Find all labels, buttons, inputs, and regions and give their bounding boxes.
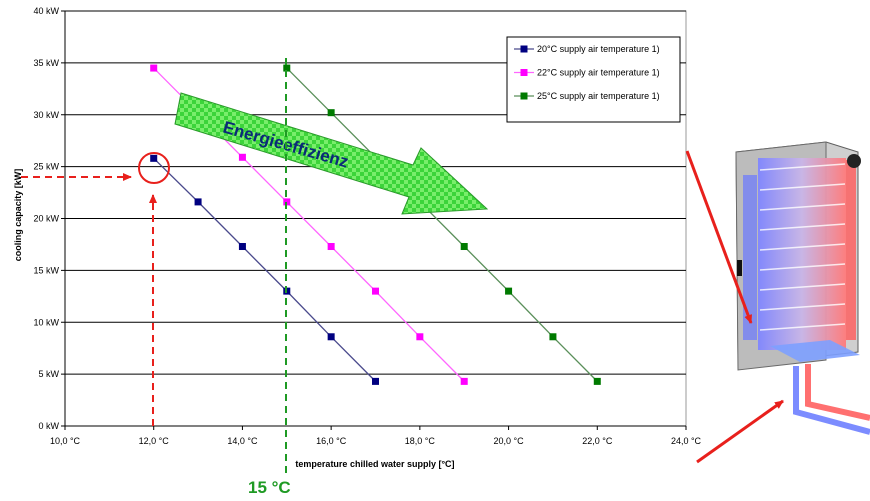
x-tick-label: 12,0 °C bbox=[139, 436, 170, 446]
x-tick-label: 14,0 °C bbox=[227, 436, 258, 446]
y-tick-label: 15 kW bbox=[33, 265, 59, 275]
x-tick-label: 18,0 °C bbox=[405, 436, 436, 446]
x-tick-label: 20,0 °C bbox=[494, 436, 525, 446]
legend-entry: 20°C supply air temperature 1) bbox=[537, 44, 660, 54]
data-point bbox=[460, 243, 468, 251]
legend: 20°C supply air temperature 1) 22°C suppl… bbox=[506, 36, 681, 123]
data-point bbox=[372, 287, 379, 295]
legend-swatch-marker bbox=[520, 92, 528, 100]
legend-swatch-marker bbox=[520, 45, 528, 53]
x-axis-title: temperature chilled water supply [°C] bbox=[295, 459, 454, 469]
legend-entry: 25°C supply air temperature 1) bbox=[537, 91, 660, 101]
series-line bbox=[153, 157, 376, 382]
x-tick-label: 24,0 °C bbox=[671, 436, 702, 446]
data-point bbox=[460, 377, 468, 385]
x-tick-label: 16,0 °C bbox=[316, 436, 347, 446]
data-point bbox=[150, 64, 158, 72]
y-tick-label: 35 kW bbox=[33, 58, 59, 68]
red-arrow-to-coil bbox=[685, 150, 753, 324]
axis-ticks: 0 kW 5 kW 10 kW 15 kW 20 kW 25 kW 30 kW 35 kW 40… bbox=[33, 6, 701, 446]
data-point bbox=[593, 377, 601, 385]
data-point bbox=[372, 377, 379, 385]
data-point bbox=[416, 333, 424, 341]
y-tick-label: 10 kW bbox=[33, 317, 59, 327]
y-tick-label: 30 kW bbox=[33, 110, 59, 120]
data-point bbox=[505, 287, 513, 295]
y-tick-label: 0 kW bbox=[38, 421, 59, 431]
data-point bbox=[150, 154, 158, 162]
data-point bbox=[327, 333, 335, 341]
x-tick-label: 22,0 °C bbox=[582, 436, 613, 446]
data-point bbox=[194, 198, 202, 206]
data-point bbox=[238, 243, 246, 251]
data-point bbox=[327, 243, 335, 251]
heat-exchanger-illustration bbox=[735, 141, 870, 435]
y-tick-label: 40 kW bbox=[33, 6, 59, 16]
y-tick-label: 5 kW bbox=[38, 369, 59, 379]
data-point bbox=[283, 198, 291, 206]
legend-box bbox=[506, 36, 681, 123]
marker-15c-label: 15 °C bbox=[248, 478, 291, 497]
data-point bbox=[238, 153, 246, 161]
series-line bbox=[286, 67, 598, 382]
y-tick-label: 25 kW bbox=[33, 162, 59, 172]
legend-entry: 22°C supply air temperature 1) bbox=[537, 68, 660, 78]
data-point bbox=[549, 333, 557, 341]
x-tick-label: 10,0 °C bbox=[50, 436, 81, 446]
highlight-marker bbox=[21, 152, 170, 426]
red-arrow-to-pipes bbox=[696, 399, 784, 464]
data-point bbox=[327, 109, 335, 117]
y-tick-label: 20 kW bbox=[33, 214, 59, 224]
highlight-circle bbox=[138, 152, 170, 184]
legend-swatch-marker bbox=[520, 69, 528, 76]
data-point bbox=[283, 64, 291, 72]
y-axis-title: cooling capacity [kW] bbox=[13, 169, 23, 262]
